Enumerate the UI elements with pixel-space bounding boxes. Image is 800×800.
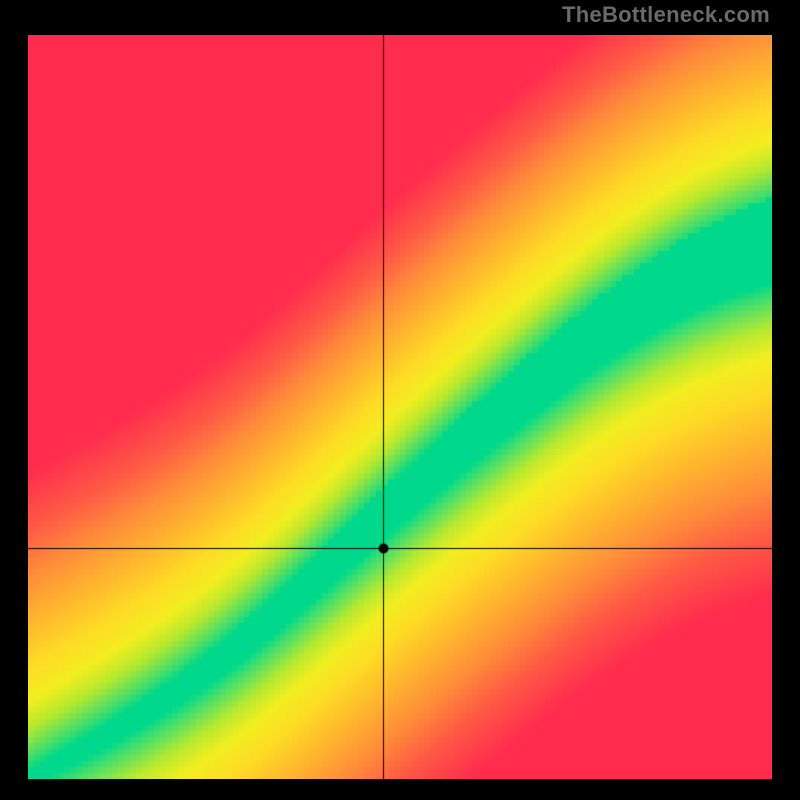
chart-wrapper: TheBottleneck.com bbox=[0, 0, 800, 800]
attribution-text: TheBottleneck.com bbox=[562, 2, 770, 28]
bottleneck-heatmap bbox=[28, 35, 772, 779]
